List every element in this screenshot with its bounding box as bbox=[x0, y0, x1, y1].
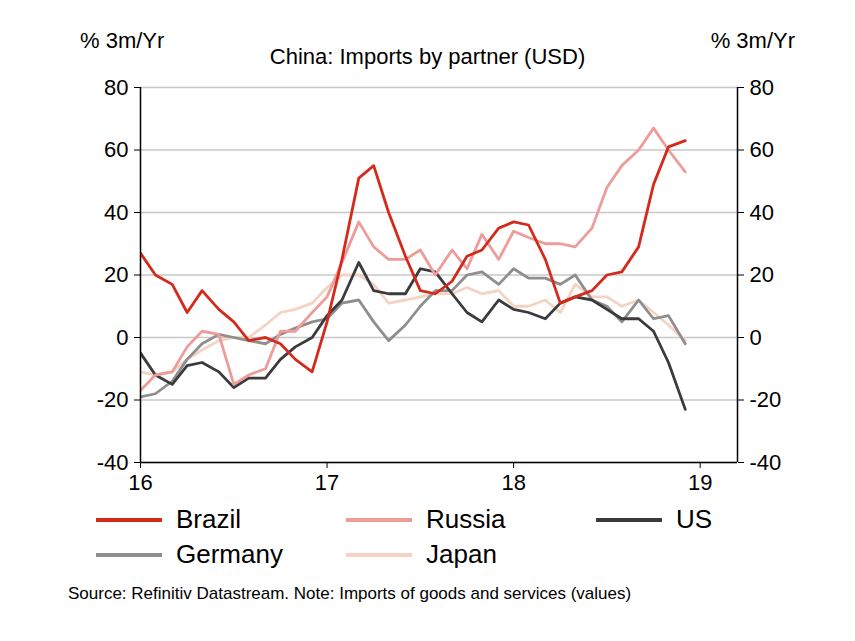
svg-text:-40: -40 bbox=[750, 450, 782, 475]
html-text:Russia: Russia bbox=[426, 504, 506, 534]
svg-text:-40: -40 bbox=[97, 450, 129, 475]
svg-text:18: 18 bbox=[501, 470, 525, 495]
svg-text:-20: -20 bbox=[750, 387, 782, 412]
html-text:US: US bbox=[676, 504, 713, 534]
html-text:China: Imports by partner (USD: China: Imports by partner (USD) bbox=[269, 44, 586, 69]
html-text:Japan: Japan bbox=[426, 539, 497, 569]
html-text:Germany: Germany bbox=[176, 539, 283, 569]
svg-text:0: 0 bbox=[116, 325, 128, 350]
html-text:Source: Refinitiv Datastream.: Source: Refinitiv Datastream. Note: Impo… bbox=[68, 584, 632, 603]
svg-text:-20: -20 bbox=[97, 387, 129, 412]
svg-text:20: 20 bbox=[750, 262, 774, 287]
svg-text:60: 60 bbox=[104, 137, 128, 162]
svg-text:0: 0 bbox=[750, 325, 762, 350]
svg-text:20: 20 bbox=[104, 262, 128, 287]
html-text:Brazil: Brazil bbox=[176, 504, 241, 534]
svg-text:80: 80 bbox=[750, 75, 774, 100]
svg-text:16: 16 bbox=[128, 470, 152, 495]
svg-text:17: 17 bbox=[315, 470, 339, 495]
svg-text:40: 40 bbox=[750, 200, 774, 225]
svg-text:60: 60 bbox=[750, 137, 774, 162]
svg-text:80: 80 bbox=[104, 75, 128, 100]
html-text:% 3m/Yr: % 3m/Yr bbox=[710, 28, 795, 53]
svg-text:19: 19 bbox=[688, 470, 712, 495]
html-text:% 3m/Yr: % 3m/Yr bbox=[80, 28, 165, 53]
svg-text:40: 40 bbox=[104, 200, 128, 225]
